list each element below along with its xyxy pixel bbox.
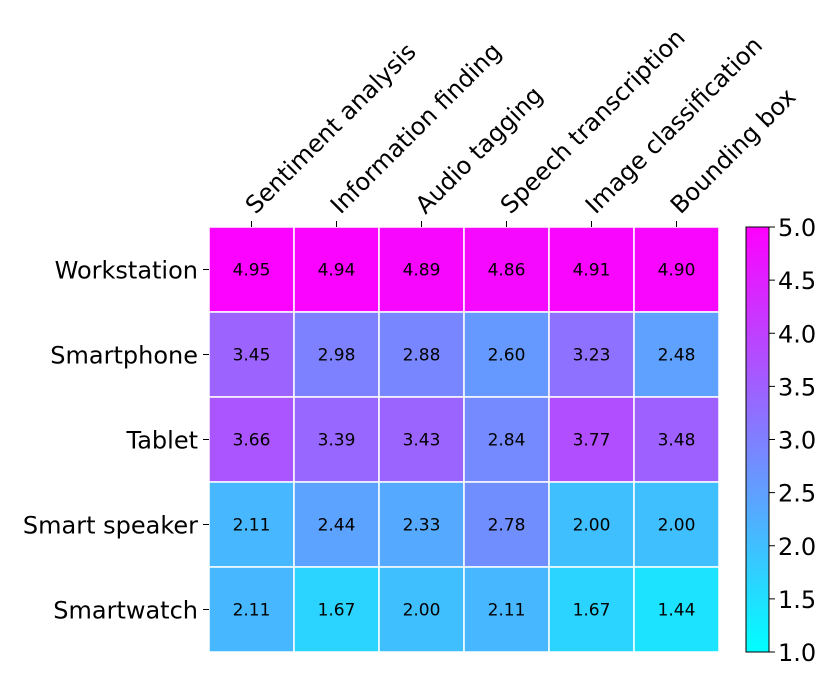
cell-value-label: 2.33 [403,516,441,536]
cell-value-label: 2.78 [488,516,526,536]
cell-value-label: 3.66 [233,431,271,451]
cell-value-label: 4.95 [233,261,271,281]
heatmap-cell-smartwatch-image-classification [548,566,635,653]
colorbar-gradient [745,226,770,653]
colorbar-tick-label: 2.5 [778,480,816,508]
heatmap-cell-smartwatch-audio-tagging [378,566,465,653]
row-label-smartwatch: Smartwatch [53,597,198,625]
heatmap-cell-smart-speaker-speech-transcription [463,481,550,568]
row-label-tablet: Tablet [126,427,198,455]
row-label-smart-speaker: Smart speaker [23,512,198,540]
cell-value-label: 3.77 [573,431,611,451]
colorbar-tick-label: 3.0 [778,427,816,455]
cell-value-label: 2.11 [488,601,526,621]
cell-value-label: 2.11 [233,516,271,536]
column-label-information-finding: Information finding [325,37,507,219]
cell-value-label: 1.44 [658,601,696,621]
colorbar: 1.0 1.5 2.0 2.5 3.0 3.5 4.0 4.5 5.0 [745,214,816,667]
heatmap-cell-smartwatch-sentiment-analysis [208,566,295,653]
heatmap-cell-smart-speaker-information-finding [293,481,380,568]
heatmap-cell-smart-speaker-bounding-box [633,481,720,568]
row-labels: Workstation Smartphone Tablet Smart speaker… [23,257,209,625]
heatmap-cell-smart-speaker-sentiment-analysis [208,481,295,568]
cell-value-label: 2.44 [318,516,356,536]
heatmap-cell-smartphone-information-finding [293,311,380,398]
heatmap-cell-tablet-information-finding [293,396,380,483]
heatmap-cell-smartwatch-bounding-box [633,566,720,653]
row-label-workstation: Workstation [55,257,198,285]
colorbar-tick-label: 4.0 [778,320,816,348]
cell-value-label: 2.88 [403,346,441,366]
cell-value-labels: 4.95 4.94 4.89 4.86 4.91 4.90 3.45 2.98 2.88 2.60… [233,261,696,621]
heatmap-cell-tablet-image-classification [548,396,635,483]
cell-value-label: 2.98 [318,346,356,366]
heatmap-cell-tablet-bounding-box [633,396,720,483]
cell-value-label: 2.00 [403,601,441,621]
heatmap-cell-smartwatch-speech-transcription [463,566,550,653]
heatmap-cell-smartphone-speech-transcription [463,311,550,398]
row-label-smartphone: Smartphone [50,342,198,370]
cell-value-label: 2.11 [233,601,271,621]
column-label-sentiment-analysis: Sentiment analysis [240,38,422,220]
heatmap-cell-smart-speaker-audio-tagging [378,481,465,568]
cell-value-label: 2.00 [573,516,611,536]
colorbar-tick-label: 3.5 [778,373,816,401]
colorbar-tick-label: 1.5 [778,586,816,614]
cell-value-label: 4.94 [318,261,356,281]
cell-value-label: 2.60 [488,346,526,366]
heatmap-cell-workstation-sentiment-analysis [208,226,295,313]
colorbar-tick-label: 1.0 [778,639,816,667]
colorbar-tick-label: 2.0 [778,533,816,561]
cell-value-label: 4.89 [403,261,441,281]
heatmap-cell-smartphone-bounding-box [633,311,720,398]
cell-value-label: 1.67 [573,601,611,621]
cell-value-label: 3.39 [318,431,356,451]
cell-value-label: 2.48 [658,346,696,366]
heatmap-cell-smart-speaker-image-classification [548,481,635,568]
colorbar-ticks: 1.0 1.5 2.0 2.5 3.0 3.5 4.0 4.5 5.0 [769,214,816,667]
cell-value-label: 3.43 [403,431,441,451]
colorbar-tick-label: 4.5 [778,267,816,295]
cell-value-label: 2.00 [658,516,696,536]
cell-value-label: 4.90 [658,261,696,281]
cell-value-label: 4.86 [488,261,526,281]
cell-value-label: 4.91 [573,261,611,281]
cell-value-label: 1.67 [318,601,356,621]
heatmap-cells [208,226,720,653]
cell-value-label: 3.48 [658,431,696,451]
cell-value-label: 3.23 [573,346,611,366]
colorbar-tick-label: 5.0 [778,214,816,242]
cell-value-label: 2.84 [488,431,526,451]
cell-value-label: 3.45 [233,346,271,366]
heatmap-cell-workstation-information-finding [293,226,380,313]
heatmap-cell-tablet-speech-transcription [463,396,550,483]
heatmap-cell-workstation-bounding-box [633,226,720,313]
